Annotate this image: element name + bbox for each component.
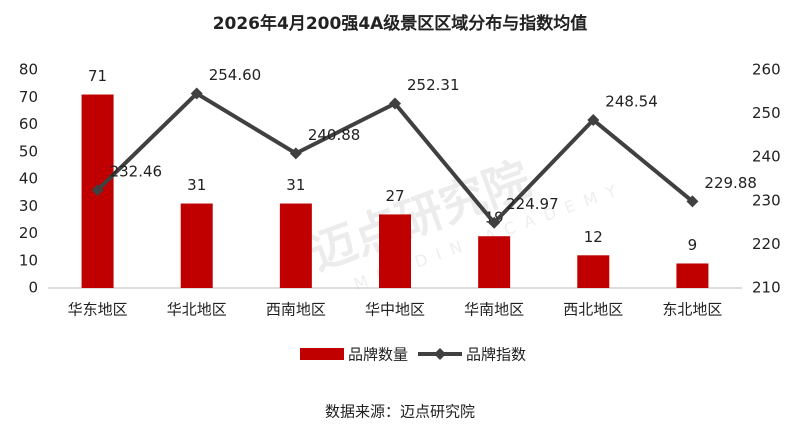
legend-swatch: [300, 348, 344, 360]
line-value-label: 252.31: [407, 76, 460, 94]
line-marker: [389, 97, 401, 110]
legend-label: 品牌数量: [348, 346, 408, 364]
line-value-label: 240.88: [308, 126, 361, 144]
y2-tick-label: 240: [752, 148, 781, 166]
y-tick-label: 80: [19, 61, 38, 79]
bar: [577, 255, 610, 288]
y-tick-label: 20: [19, 224, 38, 242]
bar: [180, 203, 213, 288]
line-marker: [289, 147, 302, 160]
y-tick-label: 40: [19, 170, 38, 188]
line-marker: [488, 216, 501, 229]
bar-value-label: 71: [88, 67, 107, 85]
chart-title: 2026年4月200强4A级景区区域分布与指数均值: [213, 13, 588, 34]
bar-value-label: 27: [385, 187, 404, 205]
line-value-label: 229.88: [704, 174, 757, 192]
bar: [676, 263, 709, 288]
y2-tick-label: 230: [752, 191, 781, 209]
y-tick-label: 30: [19, 197, 38, 215]
x-tick-label: 西南地区: [266, 301, 326, 319]
line-value-label: 232.46: [110, 163, 163, 181]
y-tick-label: 50: [19, 142, 38, 160]
legend-label: 品牌指数: [466, 346, 526, 364]
y-tick-label: 60: [19, 115, 38, 133]
y-tick-label: 10: [19, 251, 38, 269]
x-tick-label: 华北地区: [167, 301, 227, 319]
bar-value-label: 31: [286, 176, 305, 194]
x-tick-label: 华南地区: [464, 301, 524, 319]
line-marker: [190, 87, 203, 100]
bar: [478, 236, 511, 288]
bar: [379, 214, 411, 288]
x-tick-label: 华东地区: [68, 301, 128, 319]
y-tick-label: 0: [28, 279, 38, 297]
x-tick-label: 华中地区: [365, 301, 425, 319]
y-tick-label: 70: [19, 88, 38, 106]
bar-value-label: 9: [688, 236, 698, 254]
line-marker: [587, 113, 600, 126]
line-value-label: 248.54: [605, 92, 658, 110]
y2-tick-label: 210: [752, 279, 781, 297]
bar: [279, 203, 312, 288]
x-tick-label: 东北地区: [662, 301, 722, 319]
x-tick-label: 西北地区: [563, 301, 623, 319]
bar-value-label: 31: [187, 176, 206, 194]
line-marker: [686, 195, 699, 208]
legend-marker: [434, 348, 446, 360]
y2-tick-label: 250: [752, 104, 781, 122]
bar-value-label: 12: [584, 228, 603, 246]
line-marker: [91, 184, 104, 197]
y2-tick-label: 220: [752, 235, 781, 253]
source-note: 数据来源：迈点研究院: [325, 403, 475, 421]
y2-tick-label: 260: [752, 61, 781, 79]
line-value-label: 254.60: [209, 66, 262, 84]
line-value-label: 224.97: [506, 195, 558, 213]
